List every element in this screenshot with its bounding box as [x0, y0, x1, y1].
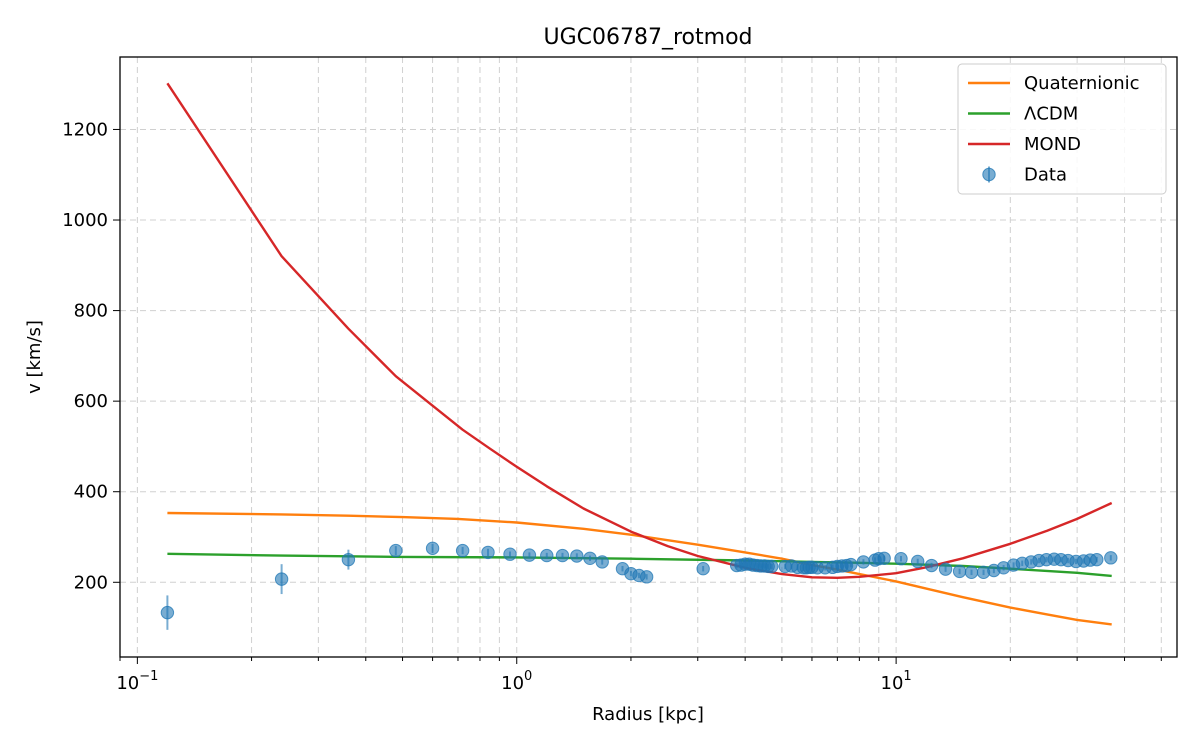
y-tick-label: 200 [74, 572, 108, 593]
data-point [696, 561, 710, 576]
legend-label: Quaternionic [1024, 73, 1140, 94]
legend-swatch [982, 167, 996, 182]
data-point [583, 551, 597, 565]
curve-quaternionic [167, 511, 1112, 626]
data-point [503, 547, 517, 561]
data-point [1090, 552, 1104, 567]
data-point [389, 543, 403, 558]
y-tick-label: 1000 [62, 210, 108, 231]
x-axis-label: Radius [kpc] [592, 704, 704, 725]
y-axis-label: v [km/s] [24, 320, 45, 394]
curve-mond [166, 82, 1113, 579]
data-point [570, 549, 584, 563]
axis-ticks: 200 400 600 800 1000 1200 10−1 100 101 [62, 119, 1162, 694]
data-point [952, 564, 967, 579]
y-tick-label: 1200 [62, 119, 108, 140]
legend: Quaternionic ΛCDM MOND Data [957, 63, 1167, 195]
data-point [894, 552, 908, 566]
data-point [595, 555, 609, 569]
chart-title: UGC06787_rotmod [544, 25, 753, 50]
data-point [481, 545, 495, 560]
data-point [938, 562, 953, 576]
data-point [844, 557, 858, 572]
x-tick-label: 101 [881, 669, 912, 694]
x-tick-label: 10−1 [116, 669, 158, 694]
data-point [455, 543, 470, 558]
data-point [639, 570, 654, 584]
data-point [341, 552, 356, 567]
data-point [1104, 551, 1118, 565]
legend-box [957, 63, 1167, 195]
y-tick-label: 400 [74, 482, 108, 503]
data-point [765, 559, 779, 574]
data-point [877, 551, 891, 565]
y-tick-label: 800 [74, 301, 108, 322]
data-point [425, 541, 440, 556]
x-tick-label: 100 [501, 669, 532, 694]
legend-label: MOND [1024, 134, 1081, 155]
data-point [964, 565, 979, 580]
data-point [540, 548, 554, 563]
y-tick-label: 600 [74, 391, 108, 412]
data-points [160, 541, 1118, 630]
data-point [555, 548, 570, 563]
data-point [911, 554, 925, 569]
legend-label: ΛCDM [1024, 104, 1078, 125]
legend-label: Data [1024, 165, 1067, 186]
data-point [274, 572, 289, 586]
data-point [522, 548, 537, 562]
data-point [856, 555, 871, 569]
data-point [160, 605, 175, 620]
data-point [924, 558, 939, 573]
plot-frame [119, 56, 1178, 658]
